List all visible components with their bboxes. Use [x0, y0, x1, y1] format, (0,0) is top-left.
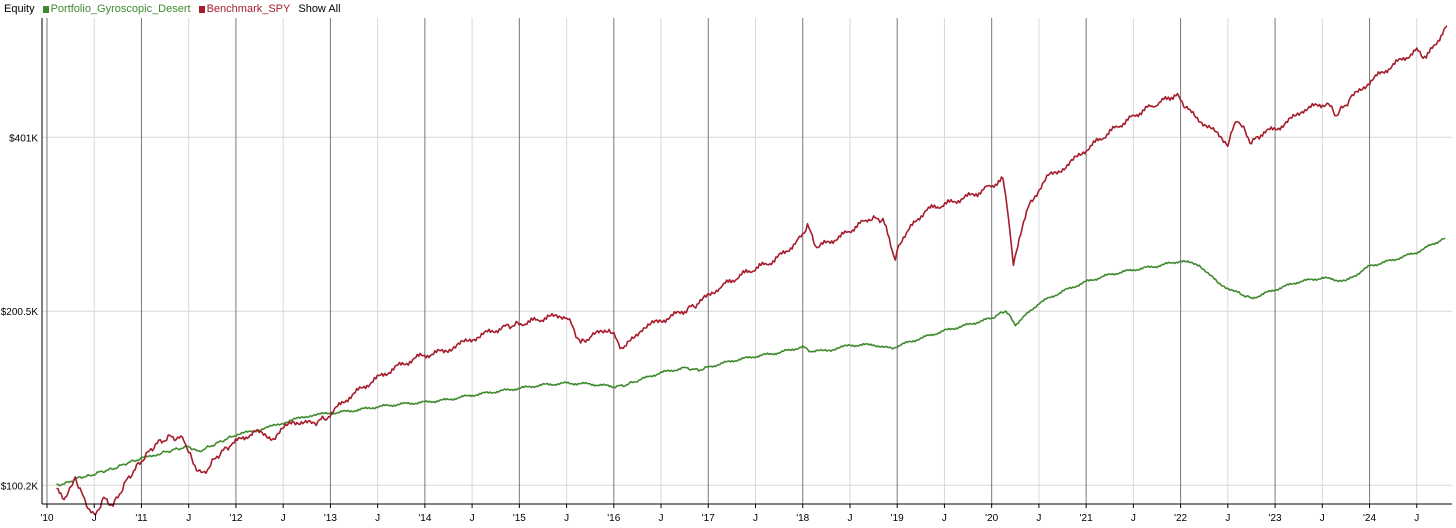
x-tick-label: '16: [607, 513, 620, 524]
x-tick-label: '10: [40, 513, 53, 524]
x-tick-label: '14: [418, 513, 431, 524]
x-tick-label: '24: [1363, 513, 1376, 524]
x-tick-label: '12: [229, 513, 242, 524]
x-tick-label: '22: [1174, 513, 1187, 524]
x-tick-label: '17: [702, 513, 715, 524]
legend-swatch-portfolio: [42, 5, 49, 13]
x-tick-label: '20: [985, 513, 998, 524]
x-tick-label: J: [470, 513, 475, 524]
show-all-button[interactable]: Show All: [298, 3, 341, 15]
x-tick-label: J: [1131, 513, 1136, 524]
legend-label-portfolio: Portfolio_Gyroscopic_Desert: [50, 3, 191, 15]
axis-layer: $100.2K $200.5K $401K '10 J '11 J '12 J '13 J '14 J '…: [1, 18, 1452, 524]
y-tick-label: $200.5K: [1, 307, 39, 318]
series-line-benchmark: [56, 25, 1448, 515]
x-tick-label: '18: [796, 513, 809, 524]
x-tick-label: J: [753, 513, 758, 524]
x-tick-label: J: [375, 513, 380, 524]
y-tick-label: $100.2K: [1, 481, 39, 492]
legend-swatch-benchmark: [198, 5, 205, 13]
x-tick-label: J: [1414, 513, 1419, 524]
legend-item-benchmark[interactable]: Benchmark_SPY: [198, 3, 291, 15]
legend-title: Equity: [4, 3, 35, 15]
series-line-portfolio: [56, 237, 1446, 487]
legend-item-portfolio[interactable]: Portfolio_Gyroscopic_Desert: [42, 3, 191, 15]
x-tick-label: J: [942, 513, 947, 524]
x-tick-label: '19: [891, 513, 904, 524]
x-tick-label: '13: [324, 513, 337, 524]
grid-layer: [42, 18, 1452, 504]
x-tick-label: J: [186, 513, 191, 524]
x-tick-label: J: [281, 513, 286, 524]
y-tick-label: $401K: [9, 133, 38, 144]
x-tick-label: J: [659, 513, 664, 524]
x-tick-label: '15: [513, 513, 526, 524]
x-tick-label: J: [1320, 513, 1325, 524]
x-tick-label: J: [1036, 513, 1041, 524]
x-tick-label: J: [1225, 513, 1230, 524]
x-tick-label: J: [847, 513, 852, 524]
x-tick-label: J: [92, 513, 97, 524]
x-tick-label: '11: [135, 513, 148, 524]
x-tick-label: '21: [1080, 513, 1093, 524]
series-layer: [56, 25, 1448, 515]
legend-label-benchmark: Benchmark_SPY: [206, 3, 291, 15]
x-tick-label: '23: [1269, 513, 1282, 524]
chart-legend: Equity Portfolio_Gyroscopic_Desert Bench…: [4, 2, 341, 16]
x-tick-label: J: [564, 513, 569, 524]
